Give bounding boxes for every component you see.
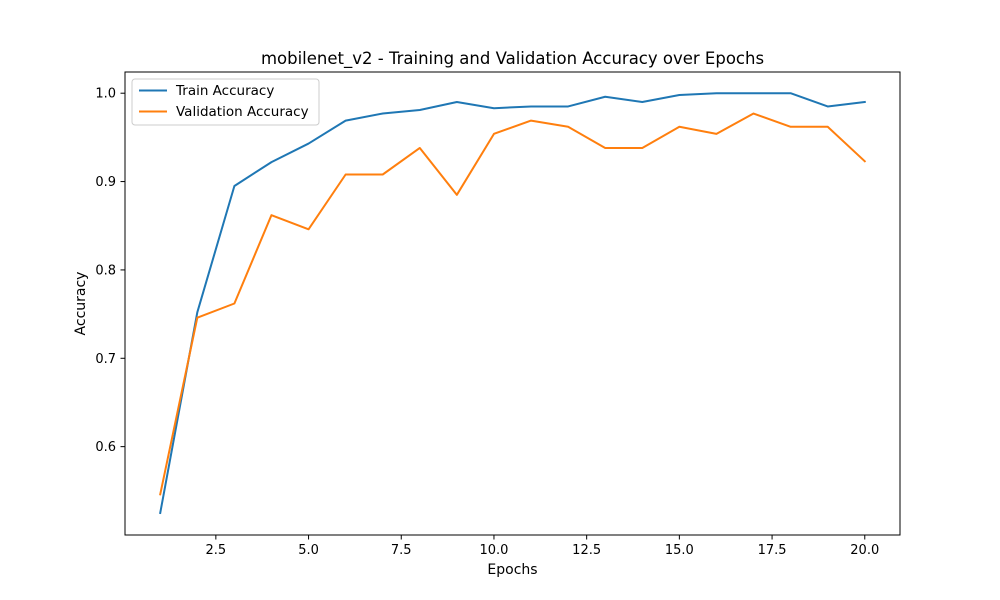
x-tick-label: 10.0 (479, 543, 508, 558)
x-tick-label: 2.5 (206, 543, 227, 558)
plot-frame (124, 71, 901, 536)
y-tick-label: 0.9 (95, 175, 116, 190)
legend-label-train-accuracy: Train Accuracy (175, 83, 274, 99)
chart-title: mobilenet_v2 - Training and Validation A… (261, 49, 764, 69)
y-tick-label: 0.6 (95, 440, 116, 455)
y-axis-title: Accuracy (73, 272, 89, 336)
y-axis-ticks: 0.6 0.7 0.8 0.9 1.0 (95, 87, 125, 455)
x-tick-label: 15.0 (665, 543, 694, 558)
x-axis-title: Epochs (487, 562, 537, 578)
x-tick-label: 7.5 (391, 543, 412, 558)
legend-box (131, 78, 320, 126)
y-tick-label: 0.8 (95, 263, 116, 278)
legend: Train Accuracy Validation Accuracy (131, 78, 320, 126)
x-tick-label: 17.5 (758, 543, 787, 558)
series-line-train-accuracy (159, 92, 866, 515)
legend-label-validation-accuracy: Validation Accuracy (176, 104, 309, 120)
series-line-validation-accuracy (159, 112, 867, 496)
plot-area (124, 71, 901, 536)
x-axis-ticks: 2.5 5.0 7.5 10.0 12.5 15.0 17.5 20.0 (206, 535, 879, 558)
x-tick-label: 5.0 (298, 543, 319, 558)
series-lines (159, 92, 867, 515)
x-tick-label: 12.5 (572, 543, 601, 558)
x-tick-label: 20.0 (850, 543, 879, 558)
y-tick-label: 1.0 (95, 87, 116, 102)
y-tick-label: 0.7 (95, 352, 116, 367)
